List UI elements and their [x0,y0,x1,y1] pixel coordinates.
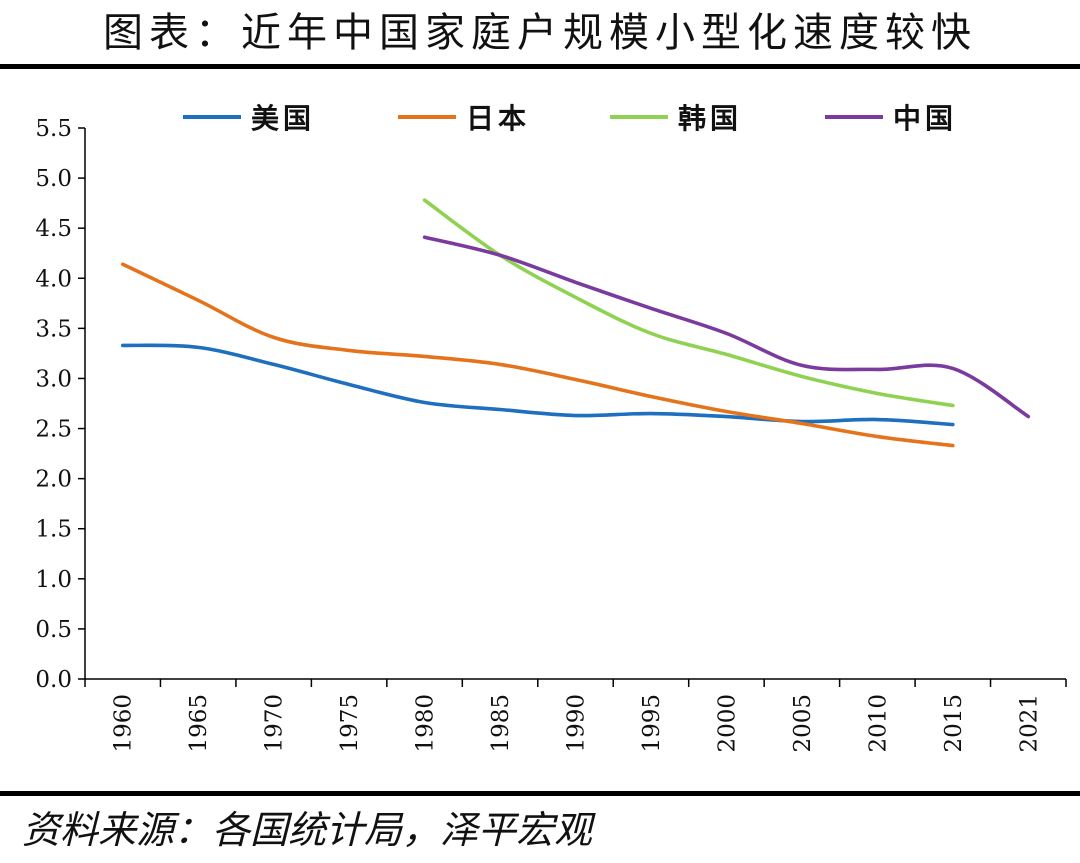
y-tick-label: 3.5 [35,316,72,342]
x-tick-label: 1975 [337,694,363,753]
y-tick-label: 5.0 [35,166,72,192]
y-tick-label: 0.0 [35,667,72,693]
legend-swatch [183,115,241,119]
x-tick-label: 1995 [639,694,665,753]
x-tick-label: 1980 [413,694,439,753]
bottom-rule [0,791,1080,796]
y-tick-label: 4.5 [35,216,72,242]
y-tick-label: 3.0 [35,366,72,392]
legend-swatch [398,115,456,119]
x-tick-label: 2021 [1016,694,1042,753]
line-chart: 0.0 0.5 1.0 1.5 2.0 2.5 3.0 3.5 4.0 4.5 5.0 5.5 1960… [35,116,1067,753]
y-tick-label: 0.5 [35,617,72,643]
x-tick-label: 2005 [790,694,816,753]
series-line-3 [422,198,955,408]
y-tick-label: 5.5 [35,116,72,142]
chart-title: 图表：近年中国家庭户规模小型化速度较快 [103,10,977,56]
legend-item: 韩国 [610,97,742,137]
top-rule [0,64,1080,69]
legend-label: 日本 [466,102,531,135]
series-line-2 [120,262,955,448]
x-tick-label: 2015 [941,694,967,753]
x-tick-label: 1970 [262,694,288,753]
legend-label: 中国 [893,102,958,135]
x-tick-label: 1960 [111,694,137,753]
x-tick-label: 2000 [714,694,740,753]
y-tick-label: 4.0 [35,266,72,292]
legend-label: 美国 [251,102,316,135]
x-tick-label: 2010 [865,694,891,753]
legend-swatch [825,115,883,119]
legend-item: 日本 [398,97,530,137]
legend-item: 中国 [825,97,957,137]
y-tick-label: 1.0 [35,567,72,593]
legend-item: 美国 [183,97,315,137]
legend-swatch [610,115,668,119]
x-tick-label: 1985 [488,694,514,753]
y-tick-label: 2.5 [35,417,72,443]
x-tick-label: 1965 [186,694,212,753]
x-tick-label: 1990 [564,694,590,753]
y-tick-label: 2.0 [35,467,72,493]
legend-label: 韩国 [678,102,743,135]
y-tick-label: 1.5 [35,517,72,543]
series-line-4 [422,235,1031,419]
source-note: 资料来源：各国统计局，泽平宏观 [22,808,593,852]
series-line-1 [120,343,955,427]
